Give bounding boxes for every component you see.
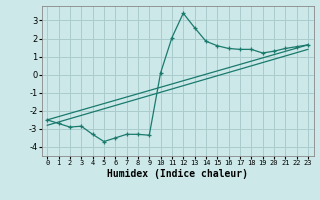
X-axis label: Humidex (Indice chaleur): Humidex (Indice chaleur) xyxy=(107,169,248,179)
